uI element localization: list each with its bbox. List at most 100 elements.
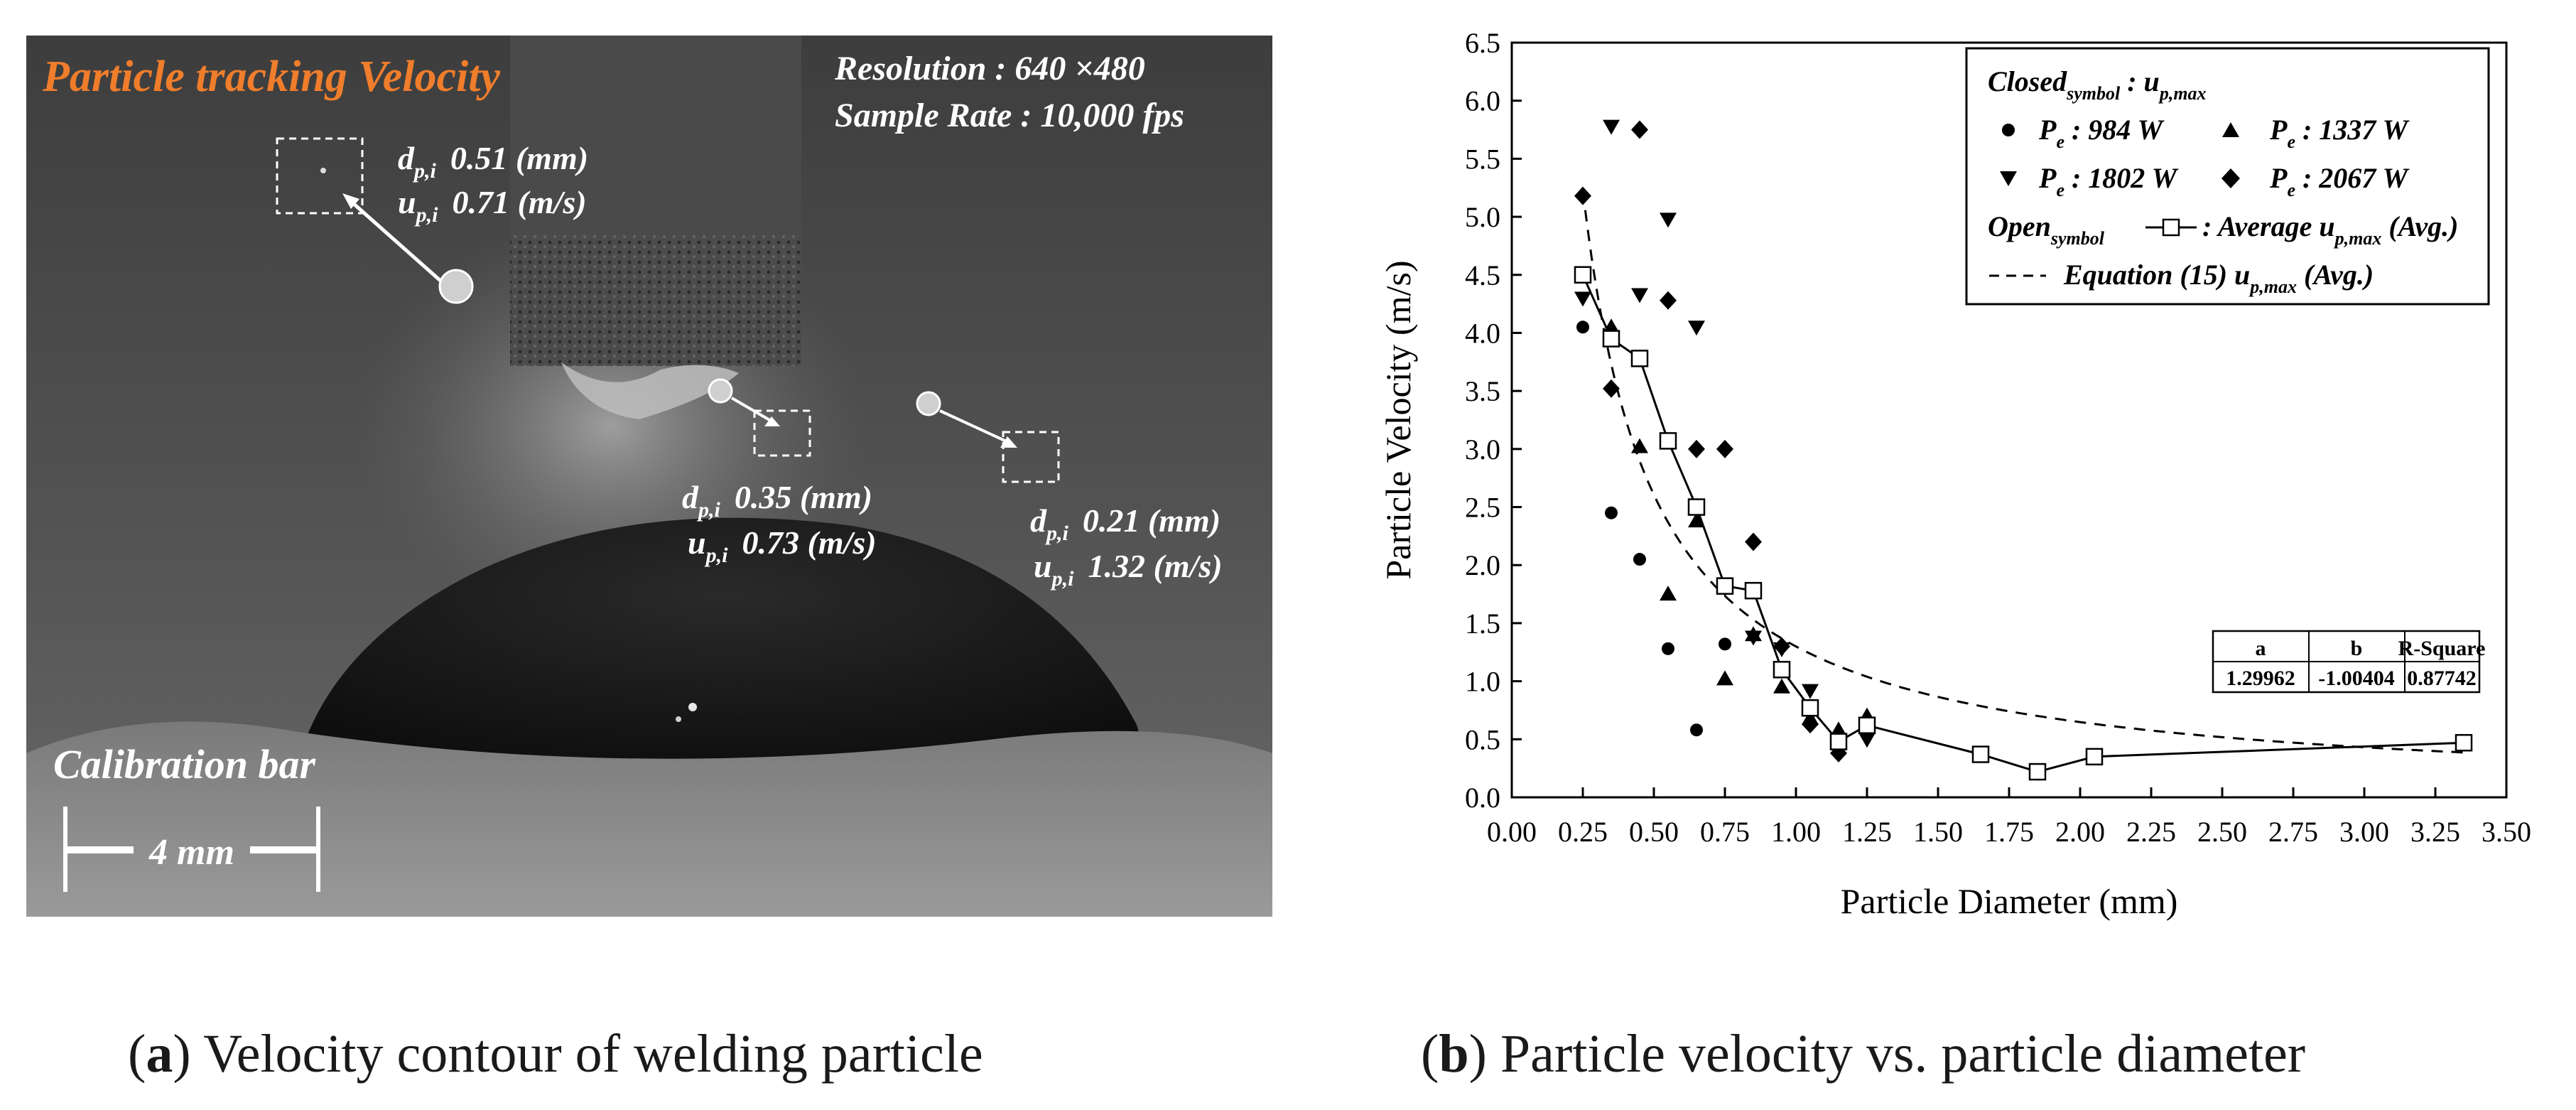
x-tick-label: 3.50: [2482, 816, 2531, 848]
data-point-square-open: [1659, 432, 1677, 450]
particle-dot: [320, 168, 326, 173]
x-tick-label: 1.25: [1842, 816, 1892, 848]
spatter-dot: [676, 716, 681, 722]
particle-velocity-label: up,i 0.71 (m/s): [398, 184, 587, 227]
data-point-diamond: [1631, 120, 1648, 139]
legend-closed-title: Closedsymbol : up,max: [1988, 65, 2207, 104]
tracking-box: [1002, 431, 1060, 483]
legend: Closedsymbol : up,max Pe : 984 W Pe : 13…: [1965, 47, 2490, 306]
x-tick-label: 0.25: [1558, 816, 1608, 848]
x-tick-label: 2.50: [2197, 816, 2247, 848]
y-tick-label: 2.5: [1465, 492, 1500, 524]
photo-title: Particle tracking Velocity: [42, 53, 500, 101]
y-tick-label: 3.0: [1465, 433, 1500, 465]
data-point-triangle-up: [1631, 438, 1648, 453]
data-point-circle: [1605, 506, 1618, 519]
tracking-arrow: [730, 397, 776, 424]
x-axis-label: Particle Diameter (mm): [1841, 881, 2178, 921]
data-point-square-open: [1630, 350, 1649, 367]
legend-marker-triangle-up: [2222, 122, 2239, 137]
y-axis-label: Particle Velocity (m/s): [1378, 261, 1418, 580]
data-point-diamond: [1688, 439, 1705, 458]
data-point-square-open: [1773, 661, 1791, 679]
y-tick-label: 2.0: [1465, 549, 1500, 581]
data-point-diamond: [1773, 637, 1790, 656]
data-point-square-open: [1971, 745, 1990, 763]
fit-parameter-table: a b R-Square 1.29962 -1.00404 0.87742: [2212, 630, 2486, 694]
arrow-head: [764, 416, 780, 426]
data-point-diamond: [1802, 715, 1819, 734]
particle-diameter-label: dp,i 0.51 (mm): [398, 140, 588, 183]
y-tick-label: 1.0: [1465, 666, 1500, 698]
data-point-triangle-down: [1631, 288, 1648, 303]
data-point-square-open: [1574, 266, 1592, 284]
data-point-triangle-down: [1745, 630, 1762, 646]
data-point-circle: [1719, 637, 1731, 651]
y-tick-label: 6.0: [1465, 85, 1500, 117]
data-point-square-open: [2455, 733, 2473, 752]
caption-a-text: Velocity contour of welding particle: [203, 1024, 983, 1084]
legend-entry-1337: Pe : 1337 W: [2269, 114, 2410, 152]
data-point-circle: [1633, 553, 1646, 566]
data-point-circle: [1662, 642, 1674, 655]
data-point-diamond: [1745, 532, 1762, 551]
x-tick-label: 1.00: [1771, 816, 1821, 848]
data-point-square-open: [1716, 577, 1734, 595]
data-point-triangle-up: [1660, 586, 1677, 601]
fit-table-header-a: a: [2256, 637, 2266, 660]
data-point-circle: [1576, 320, 1589, 334]
resolution-label: Resolution : 640 ×480: [834, 50, 1145, 87]
caption-b: (b) Particle velocity vs. particle diame…: [1421, 1024, 2306, 1084]
particle-marker-3: dp,i 0.21 (mm) up,i 1.32 (m/s): [916, 391, 1223, 591]
particle-velocity-label: up,i 1.32 (m/s): [1034, 548, 1223, 591]
particle-size-circle: [708, 378, 733, 404]
x-tick-label: 0.50: [1629, 816, 1679, 848]
y-tick-label: 5.5: [1465, 143, 1500, 175]
y-tick-label: 6.5: [1465, 27, 1500, 59]
tracking-arrow: [345, 196, 442, 282]
data-point-diamond: [1660, 291, 1677, 310]
y-tick-label: 5.0: [1465, 201, 1500, 233]
fit-table-value-b: -1.00404: [2318, 667, 2395, 690]
data-point-triangle-down: [1574, 291, 1591, 307]
fit-table-value-a: 1.29962: [2226, 667, 2295, 690]
data-markers: [1574, 119, 2473, 781]
spatter-dot: [688, 703, 697, 711]
arrow-head: [342, 193, 359, 209]
fit-table-header-r-square: R-Square: [2398, 637, 2486, 660]
fit-table-value-r-square: 0.87742: [2407, 667, 2477, 690]
calibration-title: Calibration bar: [53, 741, 315, 787]
y-tick-label: 4.0: [1465, 317, 1500, 349]
y-tick-label: 1.5: [1465, 608, 1500, 640]
x-tick-label: 0.75: [1700, 816, 1750, 848]
data-point-triangle-up: [1603, 318, 1620, 334]
legend-marker-diamond: [2221, 168, 2240, 188]
data-point-square-open: [1602, 330, 1620, 347]
fit-curve-line: [1581, 190, 2464, 754]
x-tick-label: 2.75: [2268, 816, 2318, 848]
legend-marker-triangle-down: [2000, 171, 2017, 186]
data-point-triangle-down: [1603, 119, 1620, 135]
data-point-square-open: [1744, 581, 1763, 600]
panel-b-chart: 0.00 0.25 0.50 0.75 1.00 1.25 1.50 1.75 2.00 2.25…: [1378, 27, 2531, 921]
calibration-bar: Calibration bar 4 mm: [53, 741, 320, 892]
data-point-diamond: [1574, 186, 1591, 205]
data-point-triangle-down: [1660, 212, 1677, 228]
x-tick-label: 2.25: [2126, 816, 2176, 848]
data-point-triangle-up: [1688, 512, 1705, 528]
legend-entry-1802: Pe : 1802 W: [2038, 162, 2179, 200]
data-point-square-open: [1829, 733, 1848, 750]
legend-open-text: : Average up,max (Avg.): [2202, 210, 2458, 249]
weld-pool: [298, 517, 1151, 775]
data-point-square-open: [2028, 763, 2047, 781]
average-series-line: [1581, 274, 2464, 773]
x-tick-label: 3.25: [2410, 816, 2460, 848]
melted-tip: [561, 362, 739, 419]
y-tick-label: 3.5: [1465, 375, 1500, 407]
fit-table-header-b: b: [2351, 637, 2363, 660]
data-point-diamond: [1603, 379, 1620, 398]
particle-diameter-label: dp,i 0.21 (mm): [1030, 502, 1221, 545]
caption-a: (a) Velocity contour of welding particle: [128, 1024, 983, 1084]
